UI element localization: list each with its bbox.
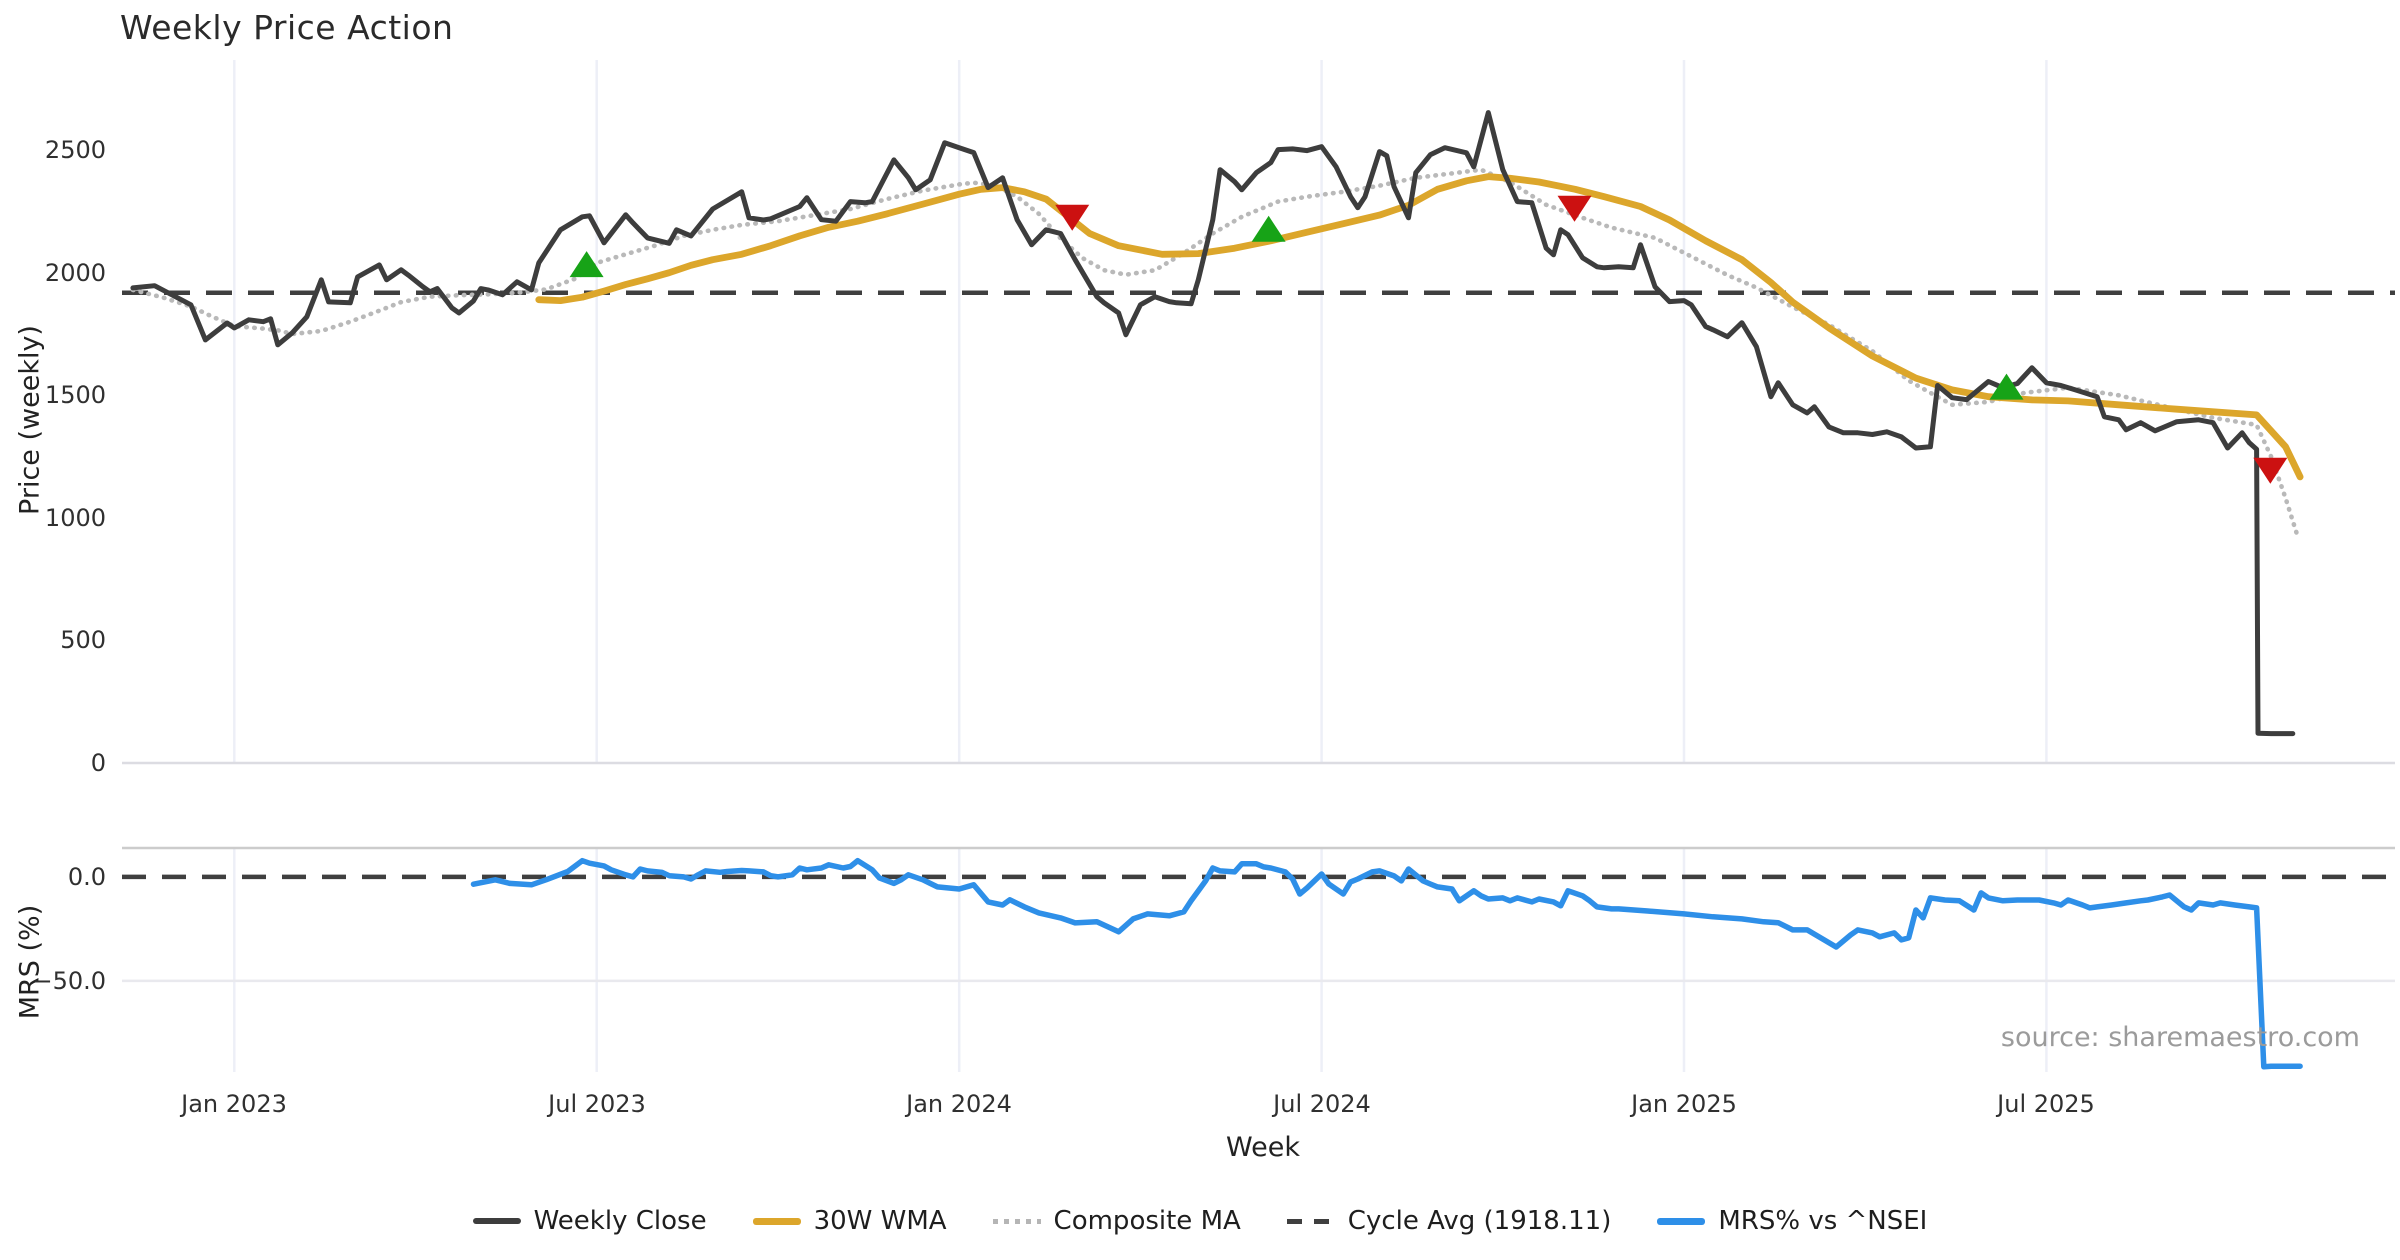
source-note: source: sharemaestro.com xyxy=(2000,1022,2360,1053)
price-tick-label: 500 xyxy=(60,626,106,654)
price-tick-label: 2000 xyxy=(44,259,106,287)
mrs-axis-label: MRS (%) xyxy=(14,904,46,1020)
close-line-swatch xyxy=(472,1218,521,1224)
mrs-line-swatch xyxy=(1657,1217,1706,1225)
x-tick-label: Jul 2024 xyxy=(1273,1090,1371,1118)
x-axis-label: Week xyxy=(1226,1132,1300,1163)
mrs-tick-label: 0.0 xyxy=(67,863,106,891)
price-tick-label: 1000 xyxy=(44,504,106,532)
x-tick-label: Jul 2025 xyxy=(1997,1090,2095,1118)
price-tick-label: 2500 xyxy=(44,136,106,164)
legend-label: MRS% vs ^NSEI xyxy=(1718,1206,1928,1236)
wma-line-swatch xyxy=(752,1217,801,1225)
legend-item-mrs: MRS% vs ^NSEI xyxy=(1657,1206,1927,1236)
legend-item-wma: 30W WMA xyxy=(752,1206,947,1236)
legend-label: Cycle Avg (1918.11) xyxy=(1347,1206,1612,1236)
chart-title: Weekly Price Action xyxy=(120,8,454,47)
wma-line xyxy=(535,173,2304,481)
composite-ma-line xyxy=(130,167,2300,538)
legend-item-cycle-avg: Cycle Avg (1918.11) xyxy=(1286,1206,1612,1236)
price-axis-label: Price (weekly) xyxy=(14,325,46,515)
cycle-avg-swatch xyxy=(1286,1218,1335,1224)
x-tick-label: Jan 2024 xyxy=(906,1090,1012,1118)
mrs-tick-label: −50.0 xyxy=(32,967,106,995)
composite-line-swatch xyxy=(992,1218,1041,1224)
legend-label: 30W WMA xyxy=(813,1206,947,1236)
legend-item-composite: Composite MA xyxy=(992,1206,1241,1236)
price-tick-label: 0 xyxy=(90,749,106,777)
x-tick-label: Jan 2023 xyxy=(181,1090,287,1118)
legend-label: Composite MA xyxy=(1053,1206,1241,1236)
legend-label: Weekly Close xyxy=(533,1206,707,1236)
price-tick-label: 1500 xyxy=(44,381,106,409)
sell-signal-triangle-icon xyxy=(1557,195,1592,222)
weekly-close-line xyxy=(130,110,2296,737)
sell-signal-triangle-icon xyxy=(1055,204,1090,231)
x-tick-label: Jan 2025 xyxy=(1631,1090,1737,1118)
mrs-line xyxy=(470,857,2303,1070)
buy-signal-triangle-icon xyxy=(569,251,604,278)
buy-signal-triangle-icon xyxy=(1989,373,2024,400)
legend: Weekly Close 30W WMA Composite MA Cycle … xyxy=(0,1206,2400,1236)
sell-signal-triangle-icon xyxy=(2253,457,2288,484)
buy-signal-triangle-icon xyxy=(1251,215,1286,242)
legend-item-weekly-close: Weekly Close xyxy=(472,1206,707,1236)
x-tick-label: Jul 2023 xyxy=(548,1090,646,1118)
